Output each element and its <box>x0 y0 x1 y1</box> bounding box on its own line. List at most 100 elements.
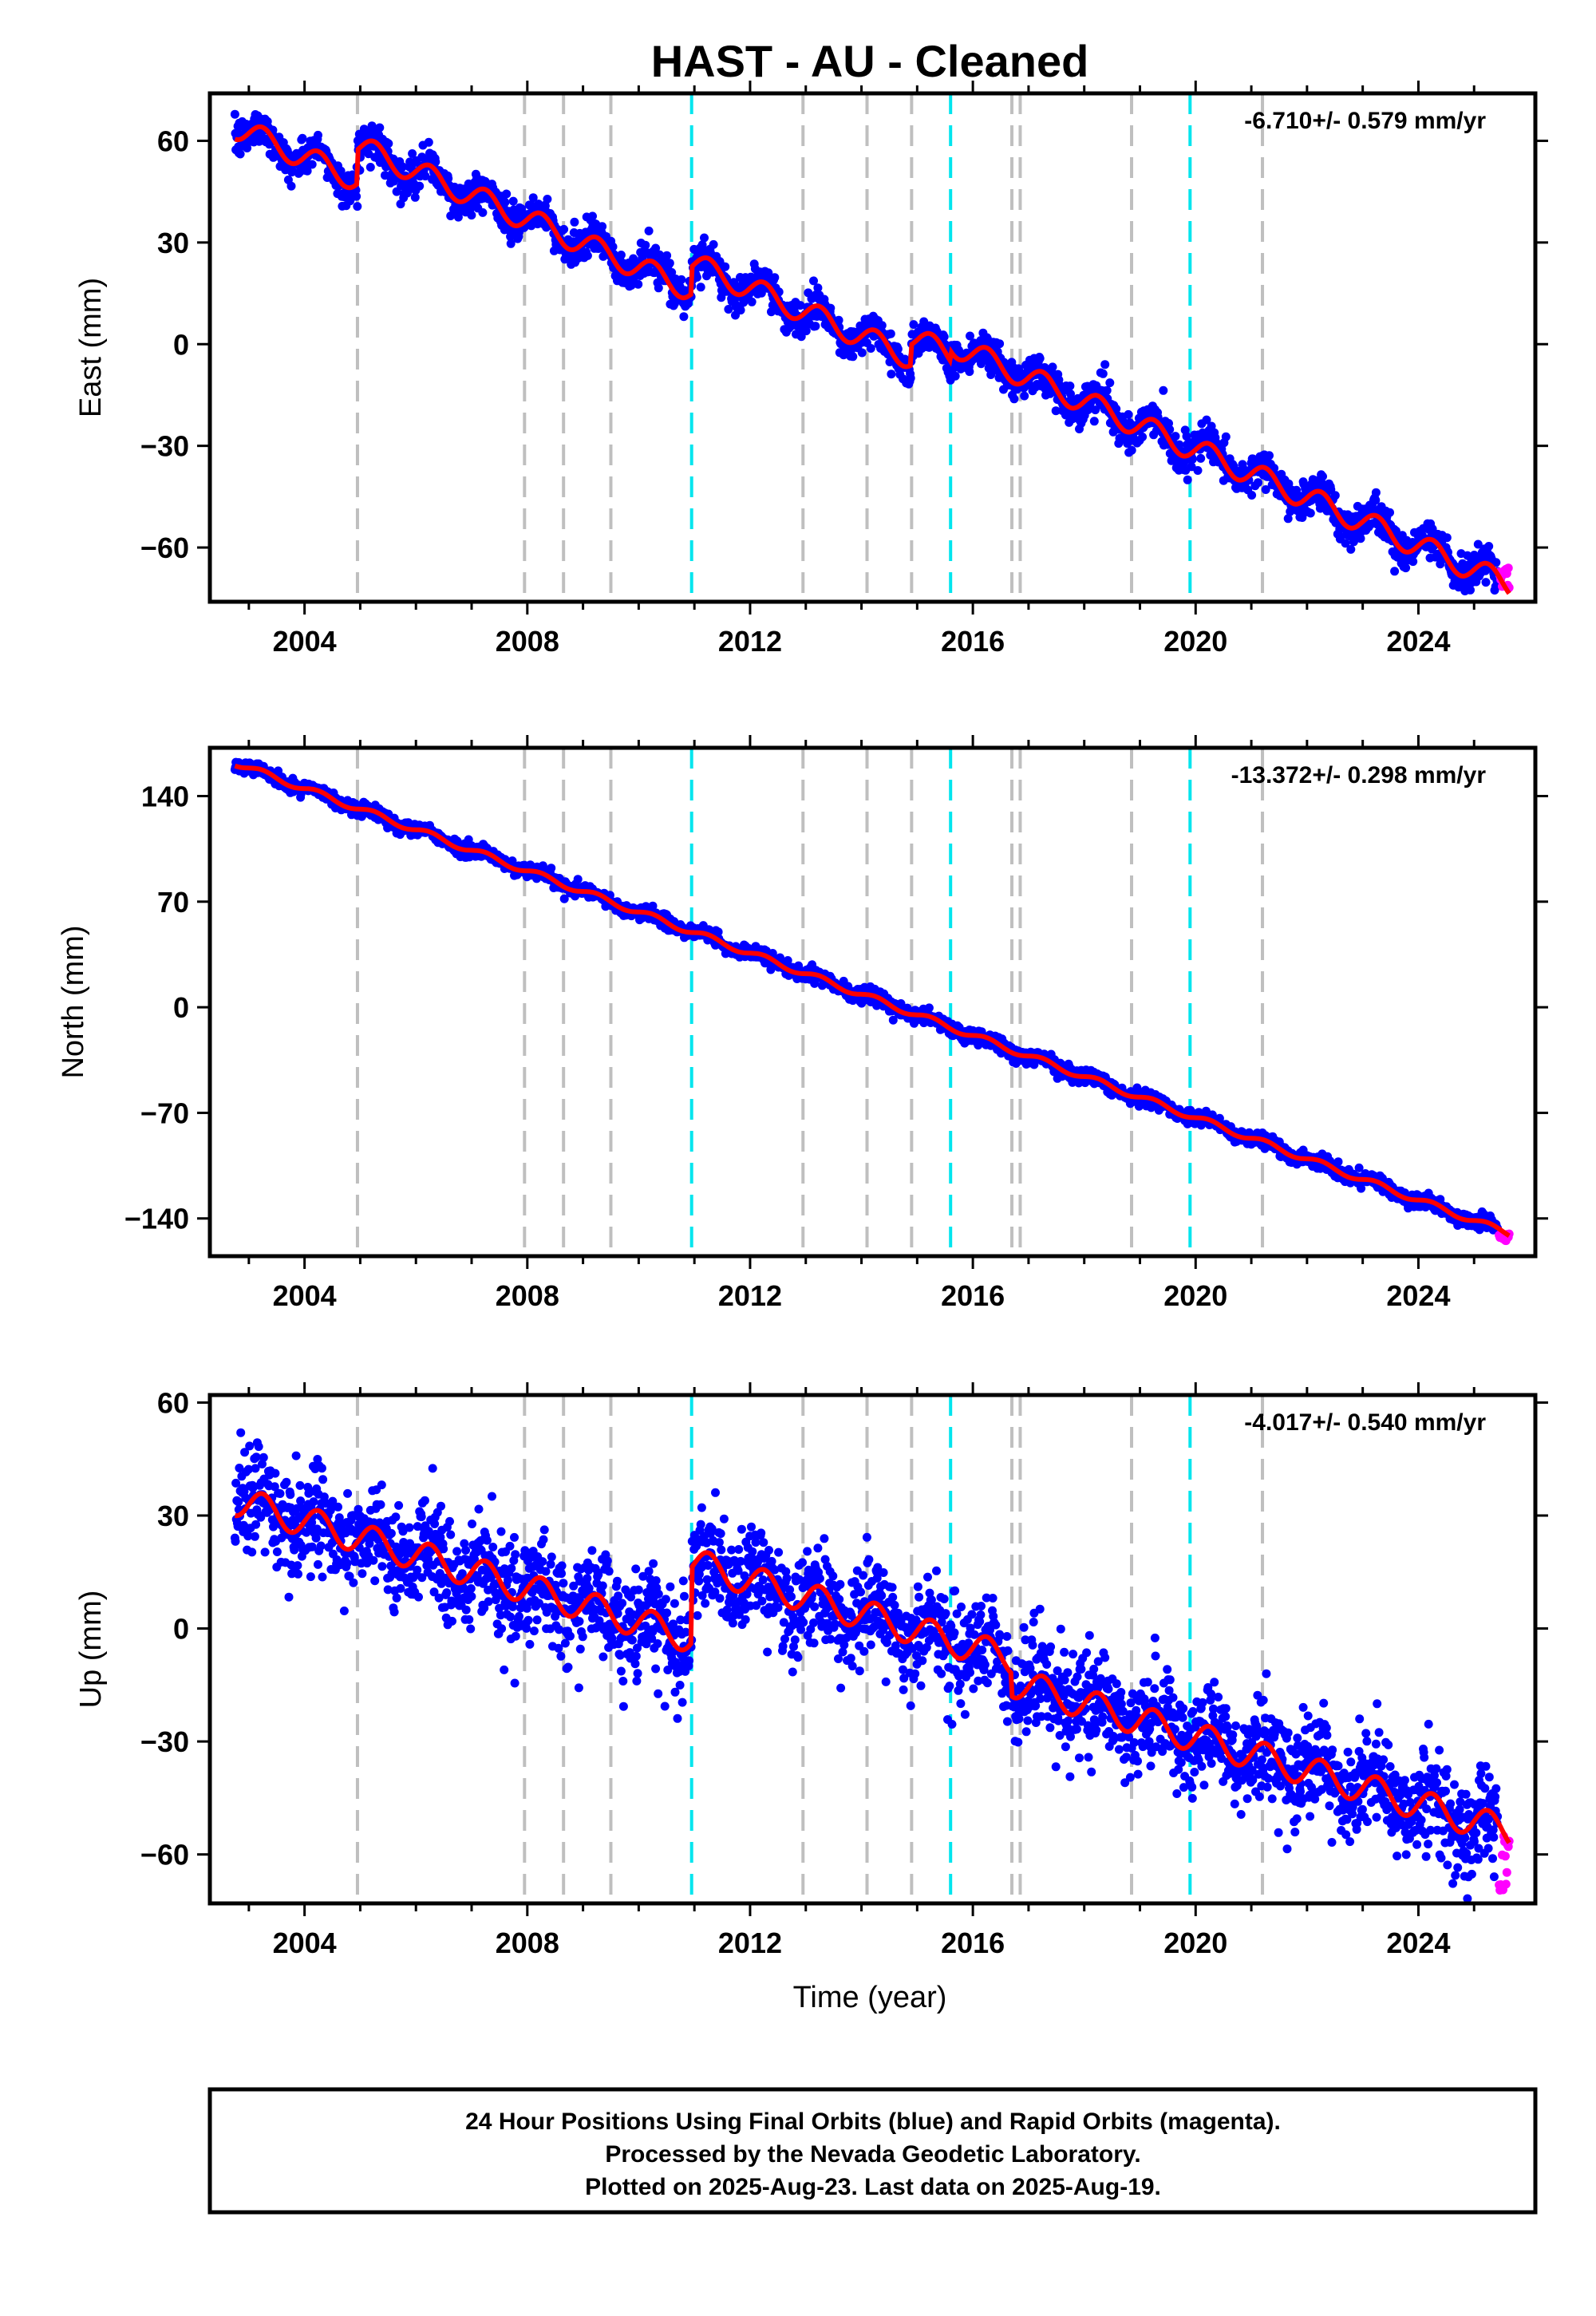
data-point <box>1035 354 1045 363</box>
data-point <box>559 224 569 234</box>
data-point <box>1183 475 1192 484</box>
data-point <box>415 181 425 191</box>
data-point <box>965 367 974 377</box>
data-point <box>1124 409 1133 419</box>
data-point <box>1371 488 1381 497</box>
figure-title: HAST - AU - Cleaned <box>651 36 1089 86</box>
y-tick-label: 60 <box>157 124 189 157</box>
data-point <box>307 160 317 169</box>
data-point <box>408 149 417 158</box>
data-point <box>924 1003 934 1013</box>
data-point <box>1481 578 1491 587</box>
data-point <box>1171 432 1180 441</box>
data-point <box>767 307 776 317</box>
data-point <box>365 163 375 172</box>
data-point <box>634 279 643 289</box>
data-point <box>235 149 245 159</box>
data-point <box>1159 385 1168 395</box>
panel-north: 2004 2008 2012 2016 2020 2024140700−70−140Nor… <box>57 735 1548 1312</box>
velocity-annotation: -6.710+/- 0.579 mm/yr <box>1244 108 1486 134</box>
data-point <box>547 864 556 873</box>
data-point <box>644 226 654 235</box>
data-point <box>813 283 823 293</box>
data-point <box>809 276 818 286</box>
data-point <box>1385 508 1394 517</box>
x-tick-label: 2008 <box>496 625 559 658</box>
data-point <box>679 312 689 322</box>
x-tick-label: 2020 <box>1163 625 1227 658</box>
rapid-data-point <box>1503 563 1513 573</box>
data-point <box>1138 433 1148 441</box>
data-point <box>446 211 456 220</box>
data-point <box>811 322 820 331</box>
data-point <box>801 326 811 336</box>
data-point <box>286 181 296 191</box>
data-point <box>431 157 440 167</box>
y-tick-label: 30 <box>157 227 189 259</box>
data-point <box>1105 378 1115 388</box>
data-point <box>500 198 510 207</box>
data-point <box>770 273 780 283</box>
data-point <box>424 137 433 147</box>
x-tick-label: 2012 <box>718 625 782 658</box>
data-point <box>1466 585 1475 595</box>
data-point <box>543 195 552 204</box>
data-point <box>1009 394 1019 404</box>
data-point <box>696 283 705 292</box>
data-point <box>573 875 583 884</box>
data-point <box>1390 567 1400 576</box>
data-point <box>1346 544 1356 554</box>
data-point <box>1254 478 1262 488</box>
x-tick-label: 2024 <box>1386 625 1450 658</box>
y-tick-label: −30 <box>140 430 189 463</box>
data-point <box>1247 491 1257 500</box>
data-point <box>1265 451 1274 460</box>
data-point <box>1330 491 1340 500</box>
data-point <box>467 211 476 220</box>
data-point <box>857 348 867 358</box>
data-point <box>736 306 745 315</box>
data-point <box>1098 369 1108 378</box>
data-point <box>230 109 239 119</box>
data-point <box>906 373 915 383</box>
data-point <box>1401 563 1411 573</box>
data-point <box>375 123 385 132</box>
panel-east: 2004 2008 2012 2016 2020 202460300−30−60East … <box>74 81 1548 658</box>
data-point <box>1089 417 1099 426</box>
panels: 2004 2008 2012 2016 2020 202460300−30−60East … <box>57 81 1548 1959</box>
data-point <box>353 202 362 211</box>
data-point <box>677 275 686 284</box>
data-point <box>570 217 579 227</box>
data-point <box>1020 391 1029 401</box>
x-tick-label: 2004 <box>273 625 337 658</box>
data-point <box>848 352 858 362</box>
data-point <box>1048 362 1057 372</box>
y-tick-label: −60 <box>140 532 189 564</box>
data-point <box>528 193 538 203</box>
data-point <box>1100 360 1110 370</box>
data-point <box>616 251 626 259</box>
data-point <box>1318 472 1327 481</box>
data-point <box>950 371 960 381</box>
data-point <box>608 242 618 251</box>
data-point <box>478 207 488 217</box>
data-point <box>302 166 312 176</box>
data-point <box>692 273 701 282</box>
data-point <box>598 222 607 231</box>
data-point <box>583 251 592 260</box>
data-point <box>709 239 718 249</box>
data-point <box>453 212 463 222</box>
data-point <box>1102 385 1112 395</box>
data-point <box>641 240 650 250</box>
data-point <box>1221 432 1231 441</box>
model-fit-line <box>234 124 1511 595</box>
y-tick-label: 0 <box>173 328 189 361</box>
data-point <box>298 133 307 143</box>
data-point <box>506 239 516 248</box>
data-point <box>700 233 709 243</box>
data-point <box>866 344 875 353</box>
data-point <box>893 344 903 354</box>
data-point <box>909 320 918 330</box>
data-point <box>747 297 757 306</box>
